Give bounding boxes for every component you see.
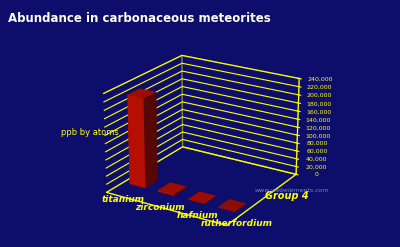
Text: Abundance in carbonaceous meteorites: Abundance in carbonaceous meteorites xyxy=(8,12,271,25)
